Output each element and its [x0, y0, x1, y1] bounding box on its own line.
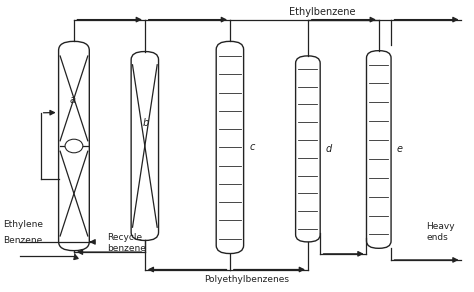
Text: Heavy
ends: Heavy ends [426, 222, 455, 242]
Text: Benzene: Benzene [3, 236, 42, 245]
Text: Ethylbenzene: Ethylbenzene [289, 7, 356, 17]
Text: a: a [69, 95, 75, 105]
Text: Polyethylbenzenes: Polyethylbenzenes [204, 275, 289, 284]
Text: e: e [397, 145, 403, 154]
Text: b: b [143, 118, 149, 128]
Text: Ethylene: Ethylene [3, 220, 43, 229]
Text: d: d [326, 144, 332, 154]
Text: Recycle
benzene: Recycle benzene [107, 233, 146, 253]
Text: c: c [249, 142, 255, 152]
Ellipse shape [65, 139, 83, 153]
